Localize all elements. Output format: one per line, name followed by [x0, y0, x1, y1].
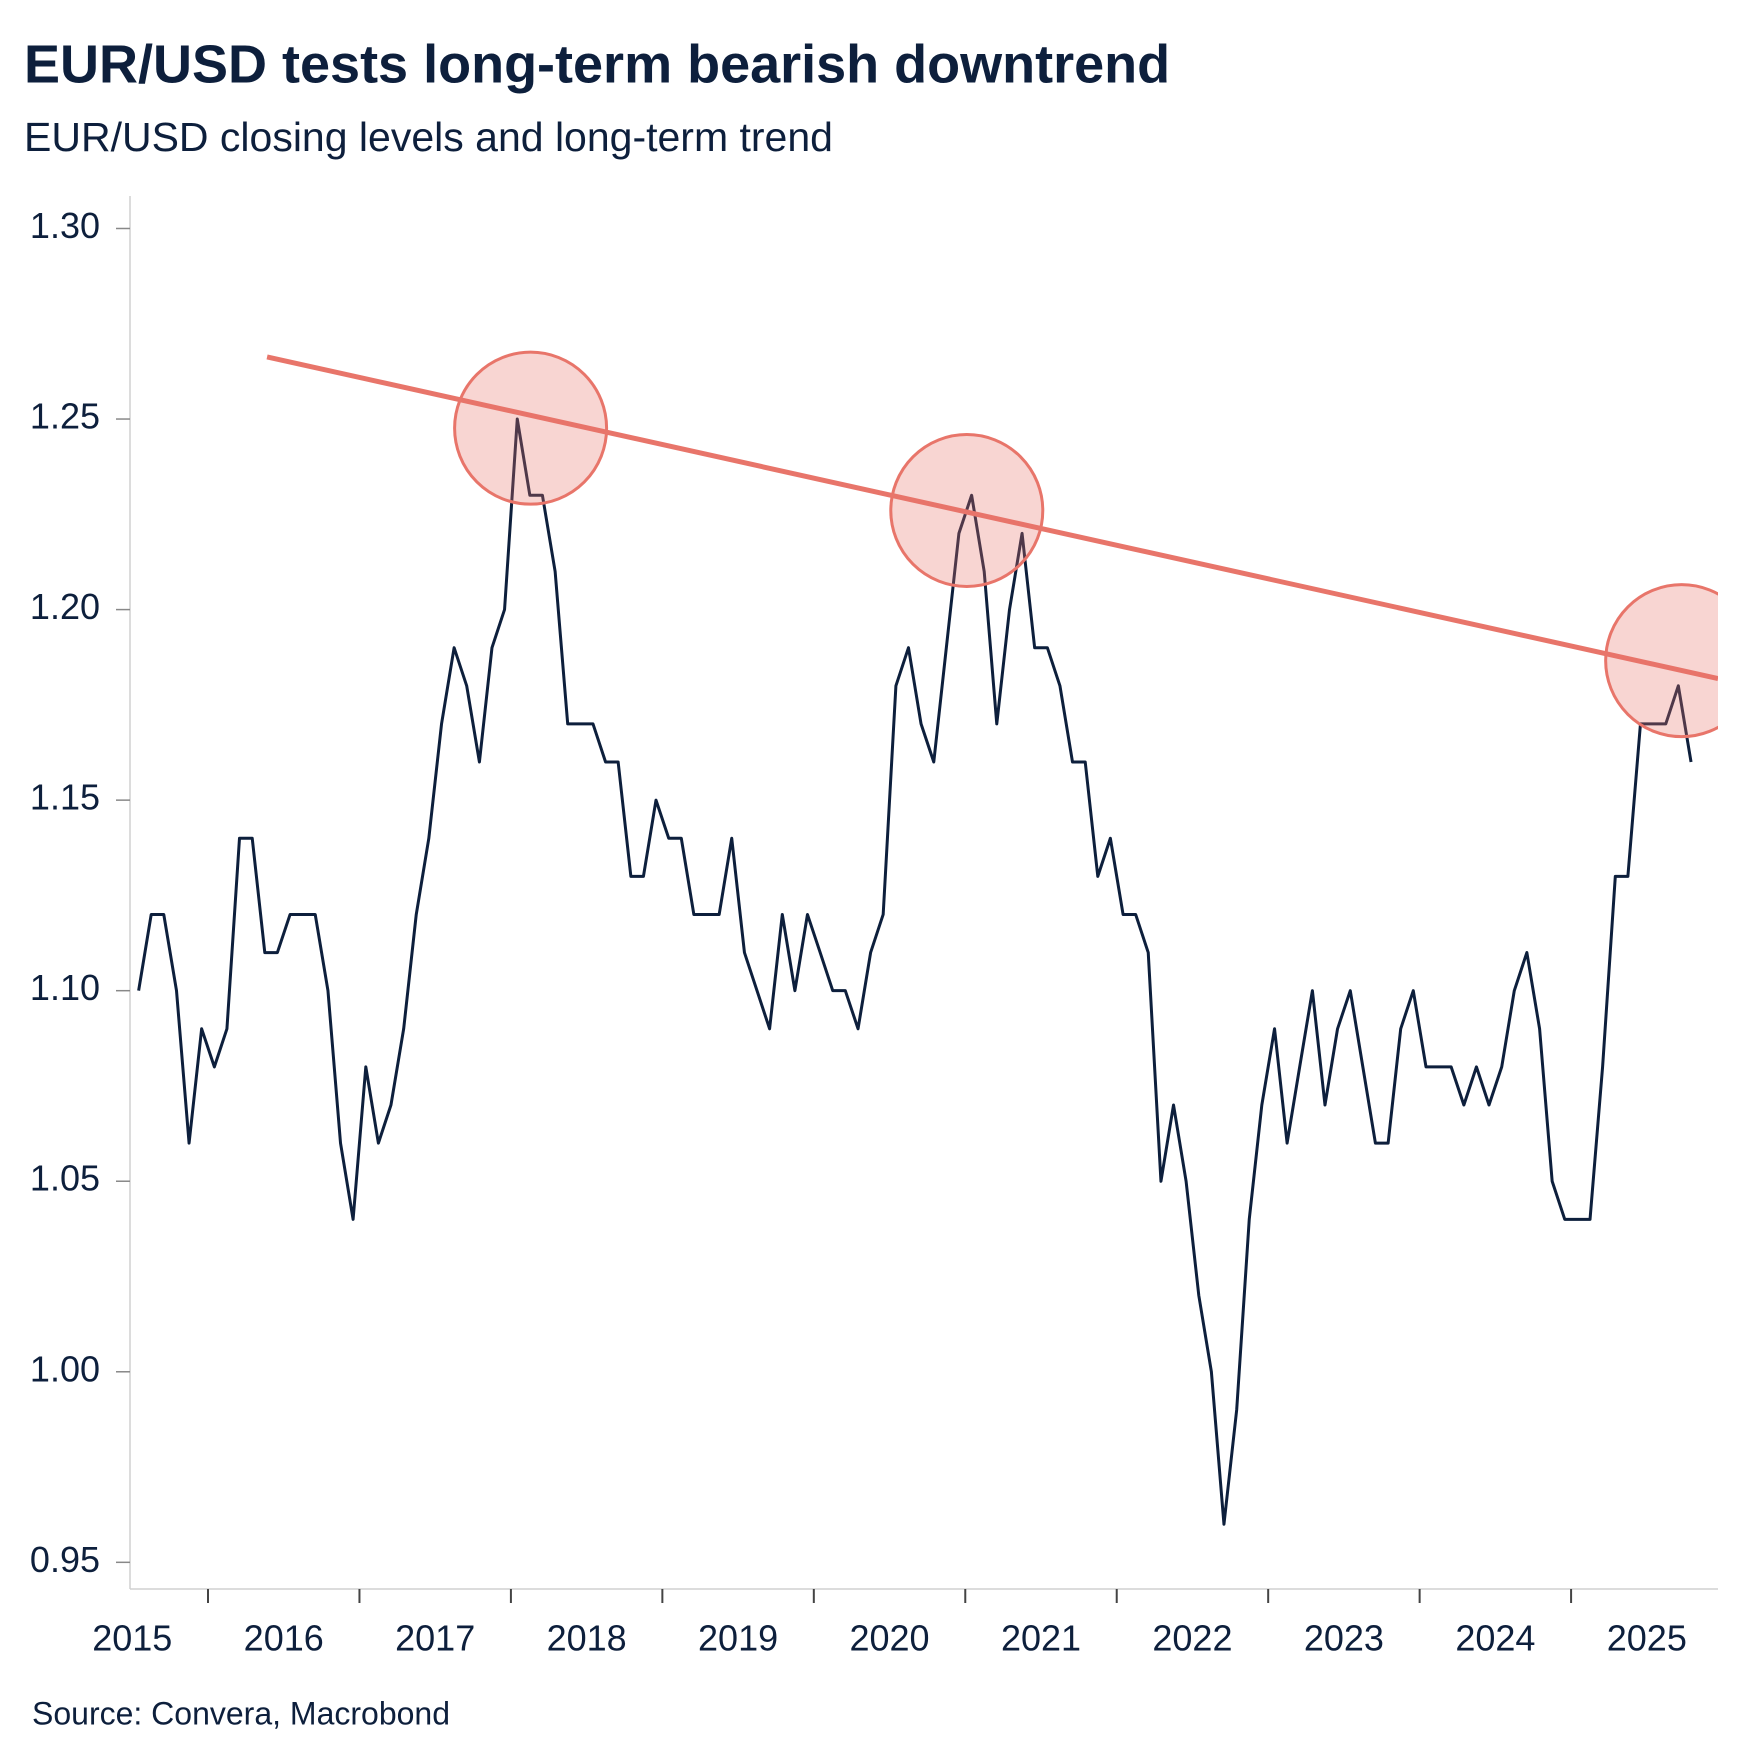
chart-subtitle: EUR/USD closing levels and long-term tre… [24, 114, 833, 160]
x-tick-label: 2016 [244, 1618, 324, 1659]
y-tick-label: 1.00 [30, 1348, 100, 1389]
y-tick-label: 0.95 [30, 1539, 100, 1580]
highlight-circle [1604, 583, 1718, 739]
x-tick-label: 2025 [1607, 1618, 1687, 1659]
highlight-circle [889, 432, 1045, 588]
x-tick-label: 2022 [1152, 1618, 1232, 1659]
price-line [137, 417, 1693, 1526]
x-tick-label: 2018 [547, 1618, 627, 1659]
x-tick-label: 2019 [698, 1618, 778, 1659]
y-tick-label: 1.05 [30, 1158, 100, 1199]
y-tick-label: 1.20 [30, 586, 100, 627]
plot-area [137, 350, 1718, 1526]
y-tick-label: 1.25 [30, 396, 100, 437]
x-tick-label: 2021 [1001, 1618, 1081, 1659]
y-tick-label: 1.15 [30, 777, 100, 818]
x-tick-label: 2017 [395, 1618, 475, 1659]
y-tick-label: 1.10 [30, 967, 100, 1008]
y-tick-label: 1.30 [30, 205, 100, 246]
chart-title: EUR/USD tests long-term bearish downtren… [24, 34, 1170, 94]
x-tick-label: 2015 [92, 1618, 172, 1659]
x-tick-label: 2020 [849, 1618, 929, 1659]
source-note: Source: Convera, Macrobond [32, 1695, 450, 1731]
trend-line [266, 354, 1718, 682]
highlight-circle [453, 350, 609, 506]
x-tick-label: 2023 [1304, 1618, 1384, 1659]
x-tick-label: 2024 [1455, 1618, 1535, 1659]
